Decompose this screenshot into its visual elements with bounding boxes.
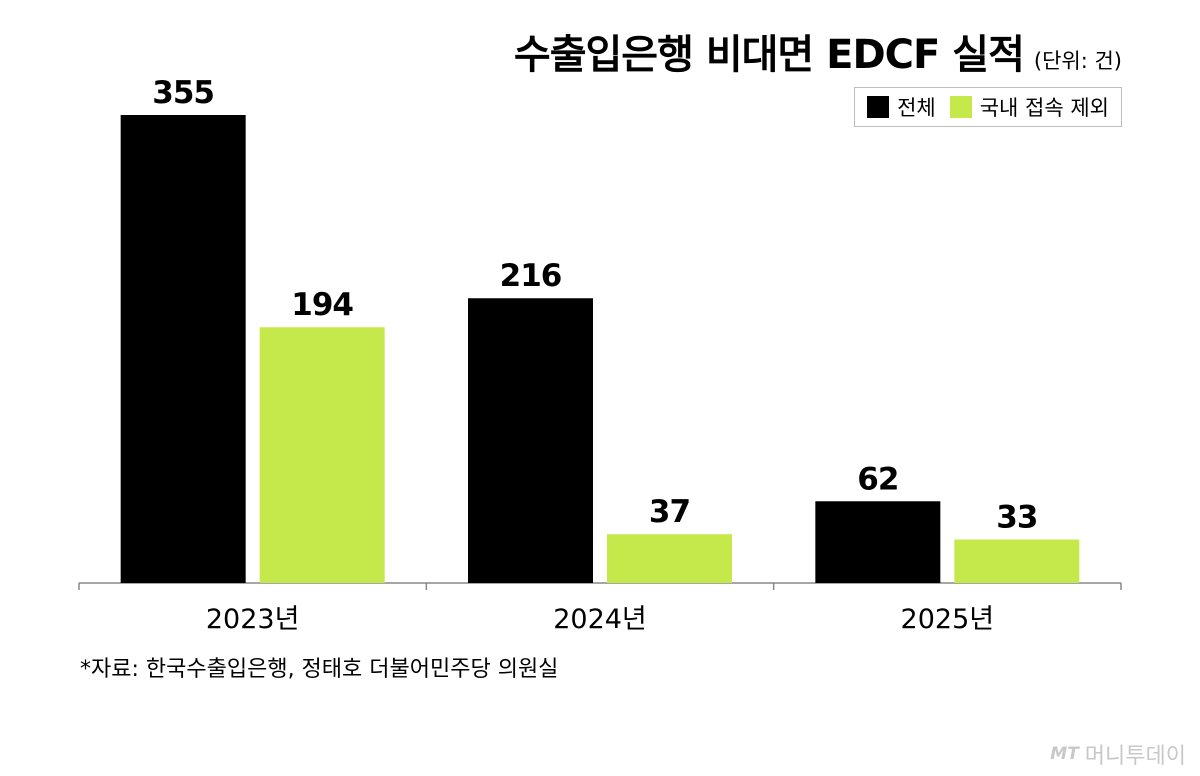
legend-swatch-excluding-domestic <box>949 96 972 118</box>
chart-unit: (단위: 건) <box>1033 49 1122 73</box>
logo-text: 머니투데이 <box>1084 744 1186 769</box>
bar-total <box>468 298 593 583</box>
legend-item-excluding-domestic: 국내 접속 제외 <box>949 92 1109 122</box>
bar-excluding-domestic <box>259 327 385 583</box>
x-tick-label: 2025년 <box>901 604 995 635</box>
publisher-logo: MT 머니투데이 <box>1050 738 1186 770</box>
legend-label-total: 전체 <box>897 96 936 120</box>
logo-mark: MT <box>1050 744 1079 764</box>
legend-item-total: 전체 <box>867 92 936 122</box>
legend-swatch-total <box>867 96 890 118</box>
data-label: 355 <box>152 75 214 111</box>
legend-label-excluding-domestic: 국내 접속 제외 <box>979 96 1109 120</box>
data-label: 33 <box>996 499 1037 535</box>
chart-legend: 전체 국내 접속 제외 <box>854 87 1122 127</box>
x-tick-label: 2024년 <box>553 604 647 635</box>
bar-total <box>815 501 941 583</box>
data-label: 216 <box>500 258 562 294</box>
bar-excluding-domestic <box>607 534 732 583</box>
data-label: 62 <box>857 461 898 497</box>
x-tick-label: 2023년 <box>206 604 300 635</box>
data-label: 37 <box>649 494 690 530</box>
bar-excluding-domestic <box>954 539 1080 583</box>
bar-total <box>120 115 246 583</box>
data-label: 194 <box>291 287 353 323</box>
source-note: *자료: 한국수출입은행, 정태호 더불어민주당 의원실 <box>80 657 559 682</box>
chart-title-group: 수출입은행 비대면 EDCF 실적 (단위: 건) <box>514 22 1122 80</box>
chart-title: 수출입은행 비대면 EDCF 실적 <box>513 32 1025 78</box>
